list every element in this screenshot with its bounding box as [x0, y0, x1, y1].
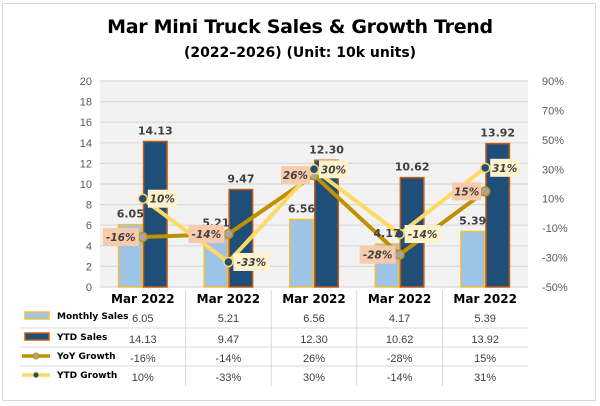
right-axis-tick: 10% [542, 194, 564, 206]
data-label-box [359, 245, 396, 264]
left-axis-tick: 12 [80, 158, 92, 170]
line-data-label: -33% [237, 257, 267, 269]
bar-data-label: 5.39 [459, 214, 486, 227]
marker-yoy-growth [137, 231, 149, 243]
chart-title: Mar Mini Truck Sales & Growth Trend [107, 16, 493, 38]
right-axis-tick: -30% [542, 253, 568, 265]
left-axis-tick: 20 [80, 76, 92, 88]
table-cell: 10% [132, 372, 154, 384]
bar-data-label: 13.92 [480, 127, 515, 140]
category-label: Mar 2022 [282, 292, 346, 306]
table-cell: 4.17 [389, 313, 410, 325]
right-axis-tick: 30% [542, 164, 564, 176]
bar-data-label: 10.62 [395, 161, 430, 174]
data-label-box [281, 166, 310, 185]
line-data-label: 31% [492, 163, 517, 175]
category-label: Mar 2022 [197, 292, 261, 306]
line-data-label: -14% [408, 229, 438, 241]
bar-data-label: 4.17 [374, 227, 401, 240]
line-data-label: 15% [454, 186, 479, 198]
bar-data-label: 14.13 [138, 124, 173, 137]
data-label-box [188, 225, 225, 244]
line-data-label: -16% [106, 232, 136, 244]
chart-subtitle: (2022–2026) (Unit: 10k units) [183, 45, 417, 61]
data-label-box [452, 182, 482, 201]
table-cell: 15% [474, 353, 496, 365]
right-axis-tick: 50% [542, 135, 564, 147]
legend-label: YTD Sales [56, 333, 107, 343]
bar-data-label: 9.47 [227, 172, 254, 185]
left-axis-tick: 8 [86, 200, 92, 212]
table-cell: 26% [303, 353, 325, 365]
table-cell: 14.13 [129, 334, 157, 346]
line-data-label: -28% [363, 250, 393, 262]
legend-label: YTD Growth [56, 371, 117, 381]
category-label: Mar 2022 [111, 292, 175, 306]
left-axis-tick: 16 [80, 117, 92, 129]
bar-ytd-sales [485, 142, 511, 288]
bar-data-label: 6.56 [288, 202, 315, 215]
right-axis-tick: 70% [542, 105, 564, 117]
category-label: Mar 2022 [368, 292, 432, 306]
right-axis-tick: -10% [542, 223, 568, 235]
data-label-box [490, 158, 520, 177]
table-cell: 5.39 [474, 313, 495, 325]
table-cell: 31% [474, 372, 496, 384]
legend-key-monthly-sales [24, 311, 50, 320]
legend-key-ytd-sales [24, 332, 50, 341]
right-axis-tick: 90% [542, 76, 564, 88]
marker-ytd-growth [479, 162, 491, 174]
bar-data-label: 6.05 [117, 208, 144, 221]
table-cell: -16% [130, 353, 156, 365]
left-axis-tick: 10 [80, 179, 92, 191]
table-cell: 13.92 [471, 334, 499, 346]
legend-key-marker [32, 371, 40, 379]
marker-ytd-growth [223, 256, 234, 268]
marker-yoy-growth [223, 228, 234, 240]
left-axis-tick: 6 [86, 220, 92, 232]
line-data-label: 10% [150, 194, 175, 206]
data-label-box [147, 189, 177, 208]
data-label-box [233, 252, 270, 271]
data-label-box [319, 160, 348, 179]
table-cell: -14% [387, 372, 413, 384]
table-cell: 6.05 [132, 313, 153, 325]
bar-monthly-sales [460, 230, 486, 288]
line-data-label: 30% [321, 164, 346, 176]
left-axis-tick: 0 [86, 282, 92, 294]
table-cell: -28% [387, 353, 413, 365]
table-cell: 6.56 [303, 313, 324, 325]
line-data-label: 26% [283, 170, 308, 182]
legend-label: Monthly Sales [57, 312, 128, 322]
data-label-box [102, 227, 139, 246]
marker-yoy-growth [394, 249, 405, 260]
table-cell: 12.30 [300, 334, 328, 346]
table-cell: -14% [216, 353, 242, 365]
bar-monthly-sales [289, 218, 314, 288]
left-axis-tick: 4 [86, 241, 92, 253]
right-axis-tick: -50% [542, 282, 568, 294]
line-data-label: -14% [192, 229, 222, 241]
left-axis-tick: 2 [86, 261, 92, 273]
marker-ytd-growth [137, 193, 149, 204]
table-cell: 10.62 [386, 334, 414, 346]
legend-label: YoY Growth [56, 352, 116, 362]
left-axis-tick: 18 [80, 97, 92, 109]
marker-ytd-growth [394, 228, 405, 240]
table-cell: -33% [216, 372, 242, 384]
data-label-box [404, 225, 441, 244]
marker-ytd-growth [308, 164, 320, 175]
table-cell: 30% [303, 372, 325, 384]
legend-key-marker [32, 352, 40, 360]
table-cell: 5.21 [218, 313, 239, 325]
bar-data-label: 12.30 [309, 143, 344, 156]
table-cell: 9.47 [218, 334, 239, 346]
category-label: Mar 2022 [453, 292, 517, 306]
left-axis-tick: 14 [80, 138, 92, 150]
marker-yoy-growth [479, 186, 491, 197]
